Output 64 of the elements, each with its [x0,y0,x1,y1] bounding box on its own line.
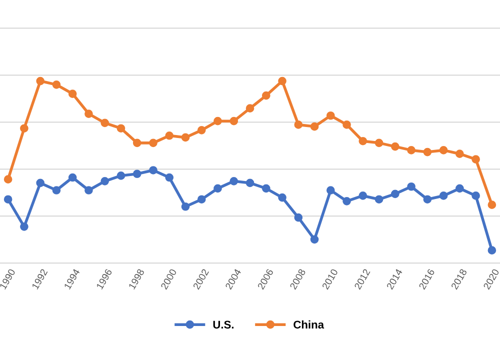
legend-label: China [294,320,324,329]
point [214,116,222,126]
point [326,111,335,120]
point [390,142,400,151]
point [52,186,61,194]
point [456,150,464,158]
point [472,155,480,164]
point [84,110,93,118]
point [132,170,142,178]
point [197,195,206,204]
point [230,176,238,186]
point [246,178,254,188]
point [181,133,190,142]
point [456,184,464,193]
point [439,146,448,154]
point [358,192,368,200]
point [197,126,206,134]
point [374,138,384,148]
point [36,76,44,86]
point [358,136,368,146]
point [278,76,286,86]
point [407,146,416,154]
point [246,104,254,113]
point [165,131,174,140]
point [423,195,432,204]
point [149,166,158,174]
legend-label: U.S. [213,320,234,329]
point [165,173,174,182]
point [262,184,270,193]
point [294,213,303,222]
point [294,120,303,129]
point [116,172,126,180]
point [439,192,448,200]
point [4,195,12,204]
point [472,192,480,200]
point [84,186,93,194]
point [36,178,44,188]
point [342,120,351,129]
point [310,235,319,244]
point [407,182,416,191]
point [262,91,270,100]
point [488,200,496,209]
point [423,148,432,156]
point [132,138,142,148]
point [68,90,77,98]
point [374,195,384,204]
point [278,193,286,202]
point [326,186,335,194]
point [310,122,319,131]
point [20,124,28,133]
point [68,173,77,182]
point [20,222,28,231]
point [52,80,61,89]
point [214,184,222,193]
point [342,197,351,206]
point [488,246,496,255]
point [4,175,12,184]
point [100,176,110,186]
point [100,118,110,128]
point [181,202,190,211]
point [230,116,238,126]
point [149,138,158,148]
point [116,124,126,133]
point [390,190,400,198]
